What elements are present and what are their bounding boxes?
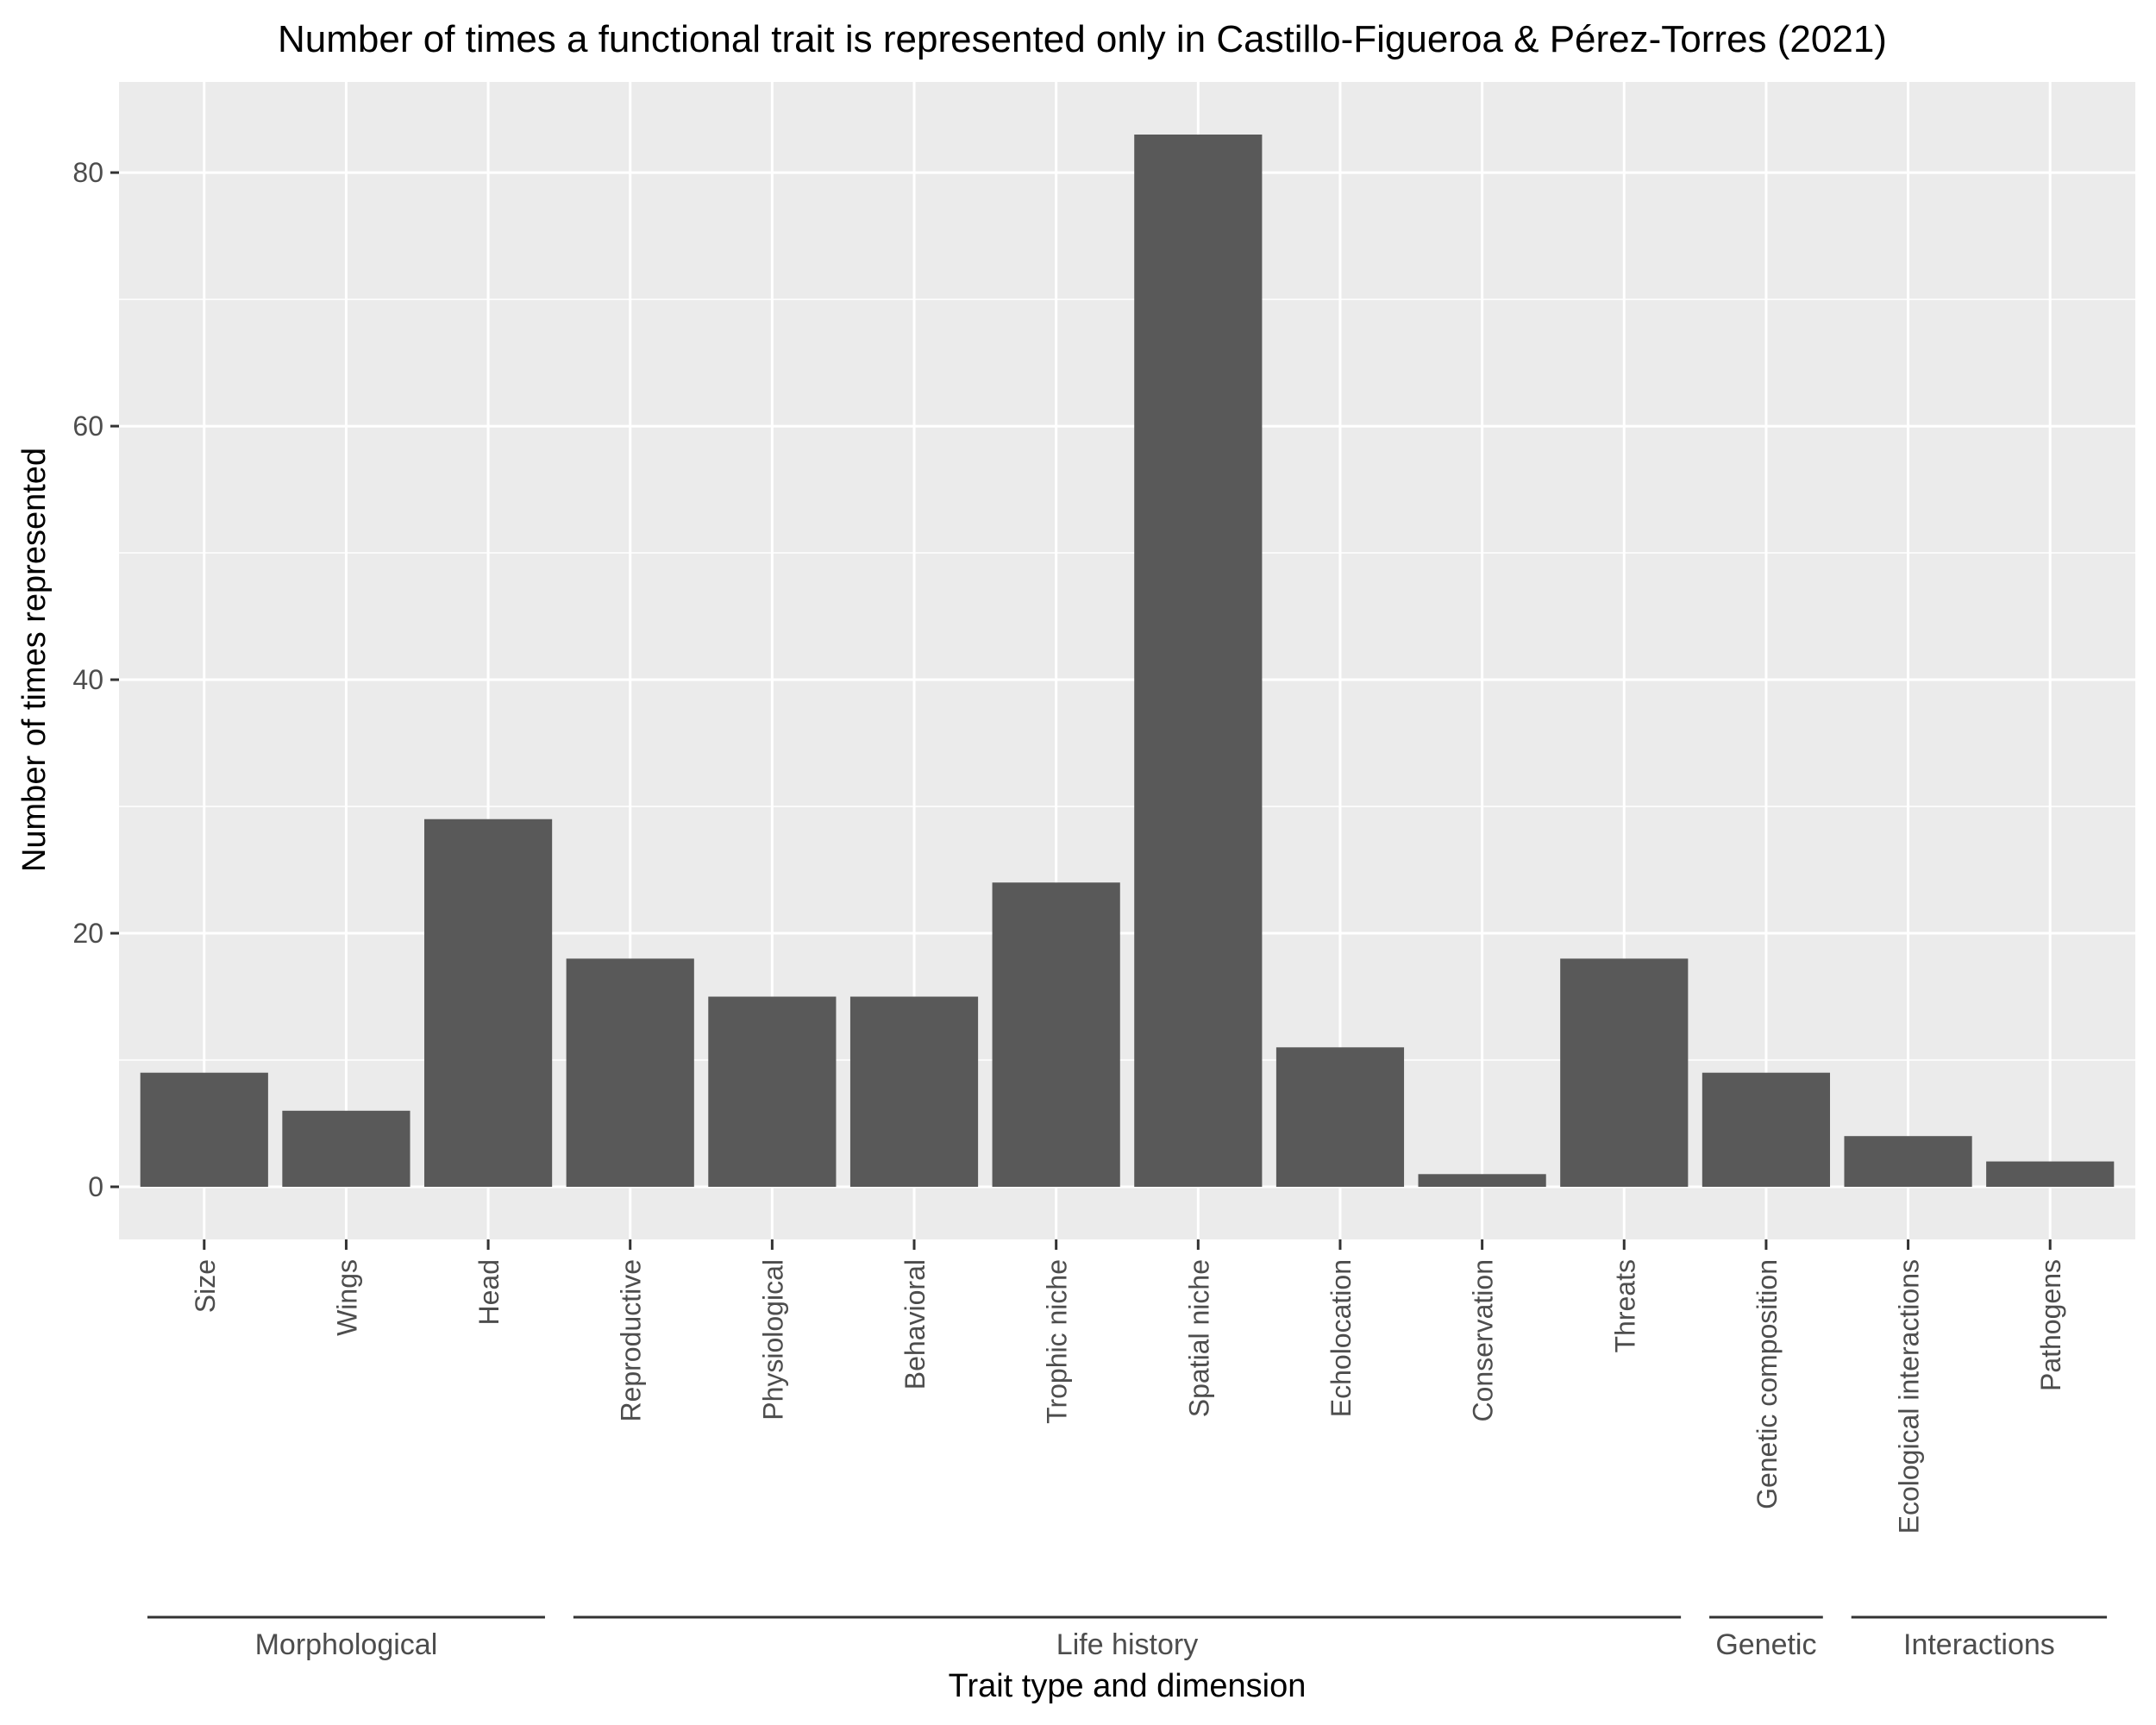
bars	[140, 135, 2115, 1187]
bar	[1986, 1161, 2115, 1187]
bar	[992, 882, 1120, 1187]
x-tick-label: Ecological interactions	[1894, 1259, 1925, 1534]
chart-title: Number of times a functional trait is re…	[278, 18, 1887, 60]
bar	[1844, 1136, 1972, 1187]
y-tick-label: 80	[72, 157, 103, 188]
group-label: Genetic	[1715, 1628, 1816, 1661]
x-tick-label: Reproductive	[616, 1259, 647, 1422]
x-tick-label: Pathogens	[2035, 1259, 2066, 1391]
x-axis-title: Trait type and dimension	[949, 1668, 1307, 1704]
x-tick-label: Physiological	[757, 1259, 788, 1421]
x-tick-label: Spatial niche	[1183, 1259, 1214, 1417]
bar	[1134, 135, 1263, 1187]
y-tick-label: 20	[72, 918, 103, 949]
bar	[1702, 1072, 1831, 1187]
x-tick-label: Conservation	[1468, 1259, 1499, 1422]
x-axis: Size Wings Head Reproductive Physiological Be…	[190, 1239, 2066, 1534]
x-tick-label: Size	[190, 1259, 221, 1313]
group-label: Morphological	[255, 1628, 438, 1661]
x-tick-label: Genetic composition	[1752, 1259, 1783, 1509]
group-label: Life history	[1056, 1628, 1198, 1661]
bar	[282, 1110, 411, 1187]
bar	[849, 996, 979, 1187]
x-tick-label: Trophic niche	[1042, 1259, 1073, 1424]
bar	[708, 996, 837, 1187]
x-tick-label: Echolocation	[1326, 1259, 1357, 1417]
y-axis: 0 20 40 60 80	[72, 157, 119, 1202]
x-tick-label: Behavioral	[899, 1259, 931, 1389]
bar	[423, 819, 553, 1187]
x-tick-label: Wings	[331, 1259, 362, 1336]
x-tick-label: Head	[473, 1259, 505, 1326]
y-tick-label: 0	[88, 1171, 103, 1202]
bar	[566, 958, 694, 1187]
bar	[1418, 1174, 1546, 1187]
bar	[140, 1072, 268, 1187]
y-axis-title: Number of times represented	[16, 448, 53, 872]
bar	[1275, 1047, 1405, 1187]
y-tick-label: 60	[72, 411, 103, 442]
bar	[1560, 958, 1689, 1187]
x-tick-label: Threats	[1609, 1259, 1640, 1352]
plot-panel	[119, 82, 2135, 1239]
x-axis-groups: Morphological Life history Genetic Interact…	[147, 1615, 2108, 1661]
y-tick-label: 40	[72, 664, 103, 695]
group-label: Interactions	[1903, 1628, 2055, 1661]
